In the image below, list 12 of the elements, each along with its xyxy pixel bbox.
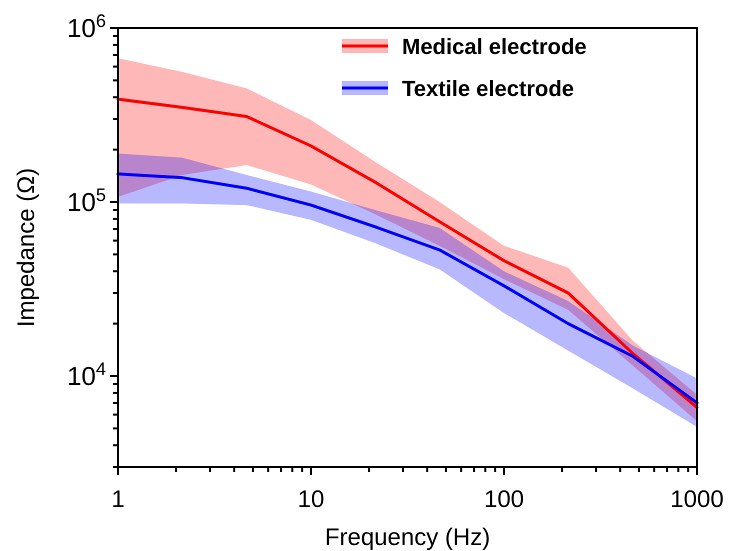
y-axis-title: Impedance (Ω): [13, 168, 40, 328]
x-tick-label: 10: [298, 486, 324, 513]
legend-label: Textile electrode: [402, 76, 574, 101]
x-tick-label: 100: [484, 486, 524, 513]
legend-label: Medical electrode: [402, 34, 587, 59]
x-tick-label: 1000: [670, 486, 724, 513]
x-tick-label: 1: [111, 486, 125, 513]
y-tick-label: 10$^{5}$: [66, 185, 106, 218]
y-tick-label: 10$^{6}$: [66, 11, 106, 43]
line-series: [116, 172, 698, 404]
y-tick-label: 10$^{4}$: [66, 359, 106, 392]
x-axis-title: Frequency (Hz): [324, 524, 490, 551]
